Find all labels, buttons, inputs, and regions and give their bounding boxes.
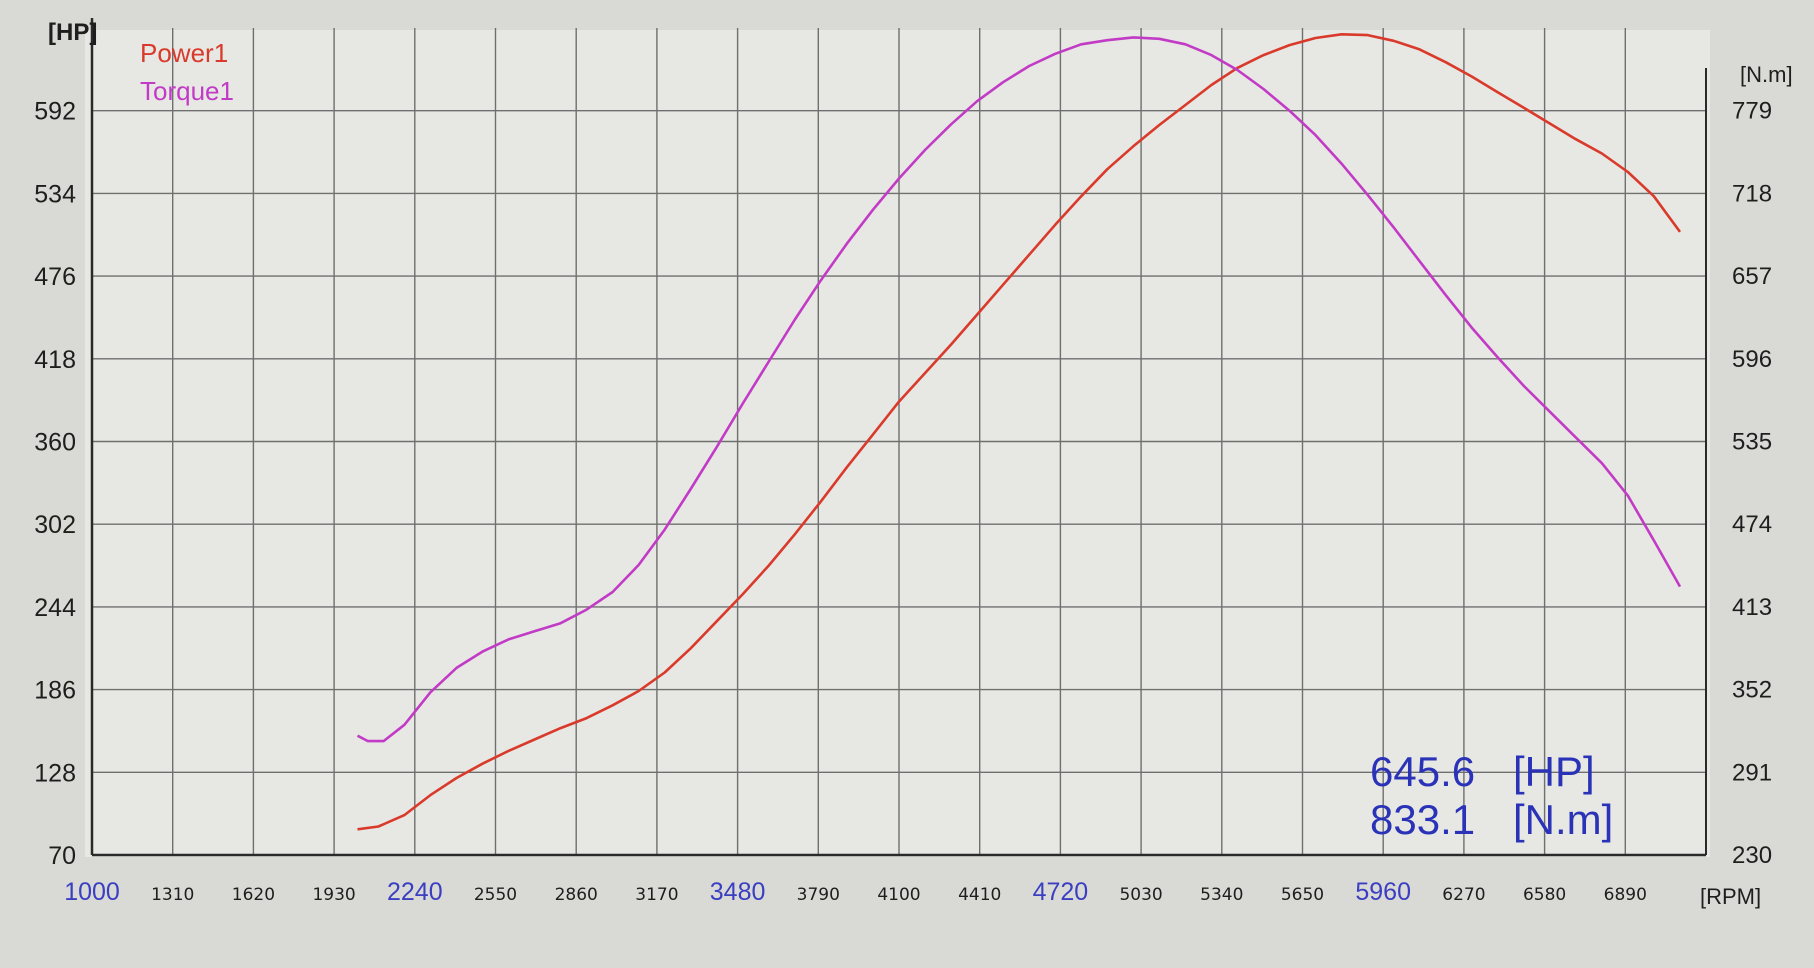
- x-tick-label-5: 2550: [474, 885, 517, 905]
- x-unit: [RPM]: [1700, 884, 1761, 909]
- x-tick-label-12: 4720: [1033, 878, 1089, 906]
- y-right-tick-labels: 230 291 352 413 474 535 596 657 718 779: [1732, 98, 1772, 869]
- peak-torque-unit: [N.m]: [1513, 796, 1613, 843]
- y-right-tick-label-9: 779: [1732, 98, 1772, 125]
- x-tick-label-3: 1930: [312, 885, 355, 905]
- y-right-tick-label-6: 596: [1732, 346, 1772, 373]
- x-tick-label-4: 2240: [387, 878, 443, 906]
- y-left-tick-label-9: 592: [34, 98, 76, 126]
- x-tick-label-11: 4410: [958, 885, 1001, 905]
- y-right-tick-label-7: 657: [1732, 263, 1772, 290]
- x-tick-label-2: 1620: [232, 885, 275, 905]
- x-tick-labels: 1000 1310 1620 1930 2240 2550 2860 3170 3480 3790…: [64, 878, 1647, 906]
- series-lines: [356, 33, 1682, 831]
- x-tick-label-13: 5030: [1119, 885, 1162, 905]
- y-right-tick-label-5: 535: [1732, 429, 1772, 456]
- y-left-tick-label-7: 476: [34, 263, 76, 291]
- y-left-tick-label-8: 534: [34, 180, 76, 208]
- y-right-tick-label-1: 291: [1732, 759, 1772, 786]
- series-line-torque1: [356, 36, 1682, 743]
- peak-power-value: 645.6: [1370, 748, 1475, 795]
- x-tick-label-8: 3480: [710, 878, 766, 906]
- plot-background: [85, 30, 1710, 857]
- axes: [90, 18, 1707, 857]
- y-left-unit: [HP]: [48, 19, 97, 46]
- x-tick-label-14: 5340: [1200, 885, 1243, 905]
- legend-torque: Torque1: [140, 76, 234, 106]
- grid: [91, 28, 1706, 856]
- x-tick-label-16: 5960: [1355, 878, 1411, 906]
- x-tick-label-10: 4100: [877, 885, 920, 905]
- x-tick-label-6: 2860: [555, 885, 598, 905]
- y-left-tick-label-3: 244: [34, 594, 76, 622]
- x-tick-label-17: 6270: [1442, 885, 1485, 905]
- x-tick-label-15: 5650: [1281, 885, 1324, 905]
- x-tick-label-7: 3170: [635, 885, 678, 905]
- y-left-tick-label-2: 186: [34, 677, 76, 705]
- legend-power: Power1: [140, 38, 228, 68]
- peak-power-unit: [HP]: [1513, 748, 1595, 795]
- y-left-tick-label-4: 302: [34, 511, 76, 539]
- y-left-tick-label-1: 128: [34, 759, 76, 787]
- y-left-tick-label-5: 360: [34, 429, 76, 457]
- y-right-tick-label-4: 474: [1732, 511, 1772, 538]
- x-tick-label-18: 6580: [1523, 885, 1566, 905]
- y-right-tick-label-0: 230: [1732, 842, 1772, 869]
- y-right-tick-label-8: 718: [1732, 180, 1772, 207]
- y-left-tick-labels: 70 128 186 244 302 360 418 476 534 592: [34, 98, 76, 870]
- y-left-tick-label-0: 70: [48, 842, 76, 870]
- peak-torque-value: 833.1: [1370, 796, 1475, 843]
- x-tick-label-9: 3790: [797, 885, 840, 905]
- y-left-tick-label-6: 418: [34, 346, 76, 374]
- x-tick-label-0: 1000: [64, 878, 120, 906]
- x-tick-label-19: 6890: [1604, 885, 1647, 905]
- y-right-tick-label-2: 352: [1732, 677, 1772, 704]
- y-right-unit: [N.m]: [1740, 62, 1793, 87]
- series-line-power1: [357, 33, 1682, 831]
- x-tick-label-1: 1310: [151, 885, 194, 905]
- y-right-tick-label-3: 413: [1732, 594, 1772, 621]
